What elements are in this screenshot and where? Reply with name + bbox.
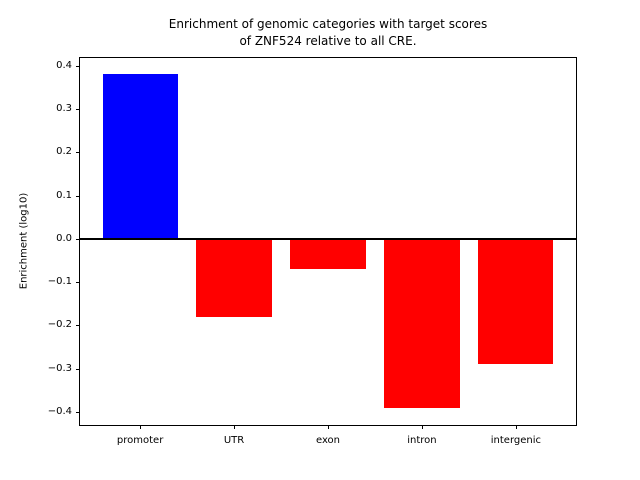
y-tick-mark <box>76 368 80 370</box>
bar-UTR <box>196 238 272 317</box>
y-tick-label: 0.1 <box>56 189 72 201</box>
x-tick-label: intron <box>407 435 437 446</box>
y-tick-label: −0.3 <box>47 362 72 374</box>
y-tick-mark <box>76 152 80 154</box>
y-tick-label: 0.3 <box>56 103 72 115</box>
x-tick-mark <box>140 425 142 429</box>
chart-title: Enrichment of genomic categories with ta… <box>80 16 576 50</box>
y-tick-label: −0.2 <box>47 319 72 331</box>
y-tick-mark <box>76 65 80 67</box>
bar-intron <box>384 238 460 408</box>
bar-intergenic <box>478 238 554 365</box>
y-tick-label: 0.0 <box>56 232 72 244</box>
y-tick-label: −0.4 <box>47 406 72 418</box>
y-tick-label: 0.4 <box>56 59 72 71</box>
y-tick-mark <box>76 109 80 111</box>
x-tick-label: intergenic <box>490 435 541 446</box>
x-tick-label: UTR <box>223 435 245 446</box>
zero-line <box>80 237 576 240</box>
x-tick-mark <box>421 425 423 429</box>
chart-title-line2: of ZNF524 relative to all CRE. <box>239 34 417 48</box>
x-tick-mark <box>515 425 517 429</box>
y-tick-mark <box>76 412 80 414</box>
y-tick-mark <box>76 325 80 327</box>
x-tick-mark <box>234 425 236 429</box>
x-tick-label: exon <box>315 435 341 446</box>
x-tick-label: promoter <box>116 435 164 446</box>
y-tick-mark <box>76 282 80 284</box>
y-tick-label: −0.1 <box>47 276 72 288</box>
bar-promoter <box>102 74 178 239</box>
y-tick-label: 0.2 <box>56 146 72 158</box>
y-tick-mark <box>76 238 80 240</box>
x-tick-mark <box>328 425 329 429</box>
bar-exon <box>290 238 366 270</box>
y-tick-mark <box>76 195 80 197</box>
chart-title-line1: Enrichment of genomic categories with ta… <box>168 17 488 31</box>
plot-area-frame <box>79 57 577 426</box>
